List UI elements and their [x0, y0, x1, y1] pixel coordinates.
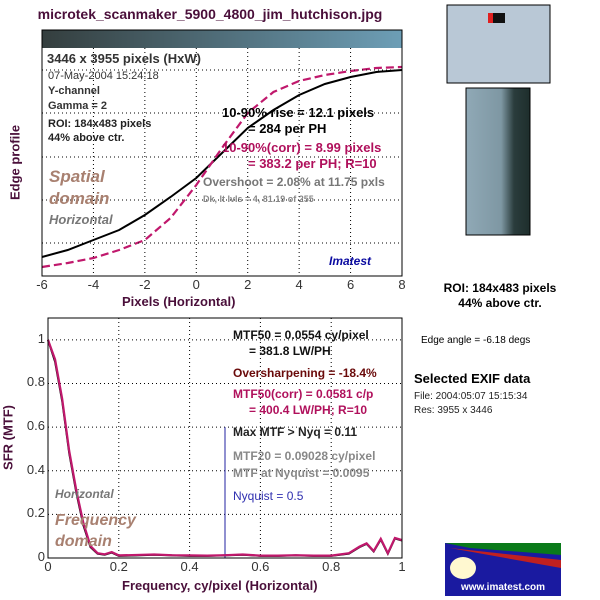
exif-title: Selected EXIF data	[414, 371, 531, 386]
y-tick-label: 1	[37, 330, 45, 346]
mtf50-text: MTF50 = 0.0554 cy/pixel	[233, 328, 369, 342]
y-tick-label: 0.2	[26, 505, 45, 521]
x-tick-label: 0	[44, 559, 52, 574]
edge-gradient-bar	[42, 30, 402, 48]
exif-res: Res: 3955 x 3446	[414, 405, 493, 416]
y-tick-label: 0	[37, 549, 45, 564]
series-edge	[41, 69, 403, 258]
image-size: 3446 x 3955 pixels (HxW)	[47, 51, 201, 66]
rise-corr-per-ph: = 383.2 per PH; R=10	[248, 156, 377, 171]
thumbnail-block	[493, 13, 505, 23]
mtf-domain-label: domain	[55, 533, 112, 550]
rise-corr-text: 10-90%(corr) = 8.99 pixels	[222, 140, 382, 155]
rise-text: 10-90% rise = 12.1 pixels	[222, 105, 375, 120]
mtf-nyquist-text: MTF at Nyquist = 0.0095	[233, 466, 370, 480]
series-MTF-corrected	[46, 339, 403, 557]
edge-y-label: Edge profile	[7, 124, 23, 201]
roi-caption: ROI: 184x483 pixels	[443, 281, 557, 295]
roi-marker	[488, 13, 493, 23]
mtf-y-label: SFR (MTF)	[0, 404, 16, 470]
x-tick-label: -2	[139, 277, 151, 292]
x-tick-label: 8	[398, 277, 406, 292]
edge-plot-frame	[41, 29, 403, 277]
x-tick-label: 6	[346, 277, 355, 292]
x-tick-label: 1	[398, 559, 406, 574]
x-tick-label: 0.6	[251, 559, 270, 574]
imatest-brand: Imatest	[329, 254, 372, 268]
edge-x-label: Pixels (Horizontal)	[122, 294, 236, 309]
mtf50-corr-text: MTF50(corr) = 0.0581 c/p	[233, 387, 374, 401]
direction-label: Horizontal	[49, 212, 113, 227]
logo-stripe-green	[445, 543, 561, 555]
exif-file: File: 2004:05:07 15:15:34	[414, 391, 528, 402]
x-tick-label: 0.2	[109, 559, 128, 574]
logo-stripe-red	[450, 548, 561, 568]
x-tick-label: -6	[36, 277, 48, 292]
logo-sun	[450, 557, 476, 579]
mtf50-lwph: = 381.8 LW/PH	[249, 344, 331, 358]
spatial-label: Spatial	[49, 167, 105, 186]
x-tick-label: 0	[192, 277, 200, 292]
frequency-label: Frequency	[55, 512, 136, 529]
mtf-plot-frame	[47, 317, 403, 559]
y-tick-label: 0.8	[26, 374, 45, 390]
roi-info: ROI: 184x483 pixels	[48, 118, 152, 130]
mtf20-text: MTF20 = 0.09028 cy/pixel	[233, 449, 376, 463]
series-edge-corrected	[41, 65, 403, 269]
x-tick-label: 0.8	[322, 559, 341, 574]
levels-text: Dk, lt lvls = 4, 81.19 of 255	[203, 194, 314, 204]
figure-title: microtek_scanmaker_5900_4800_jim_hutchis…	[37, 6, 383, 22]
x-tick-label: -4	[87, 277, 100, 292]
timestamp: 07-May-2004 15:24:18	[48, 70, 159, 82]
y-tick-label: 0.4	[26, 461, 45, 477]
edge-angle: Edge angle = -6.18 degs	[421, 335, 531, 346]
gamma: Gamma = 2	[48, 100, 108, 112]
mtf50-corr-lwph: = 400.4 LW/PH; R=10	[249, 403, 368, 417]
domain-label: domain	[49, 189, 110, 208]
x-tick-label: 2	[244, 277, 252, 292]
x-tick-label: 0.4	[180, 559, 199, 574]
roi-image	[465, 87, 531, 236]
max-mtf-text: Max MTF > Nyq = 0.11	[233, 425, 358, 439]
mtf-x-label: Frequency, cy/pixel (Horizontal)	[122, 578, 318, 593]
rise-per-ph: = 284 per PH	[248, 121, 327, 136]
channel: Y-channel	[48, 85, 100, 97]
y-tick-label: 0.6	[26, 418, 45, 434]
nyquist-text: Nyquist = 0.5	[233, 489, 304, 503]
roi-position-caption: 44% above ctr.	[458, 296, 542, 310]
logo-text: www.imatest.com	[460, 582, 546, 593]
mtf-direction-label: Horizontal	[55, 487, 114, 501]
overshoot-text: Overshoot = 2.08% at 11.75 pxls	[203, 175, 385, 189]
oversharpening-text: Oversharpening = -18.4%	[233, 366, 377, 380]
roi-position: 44% above ctr.	[48, 132, 125, 144]
x-tick-label: 4	[295, 277, 303, 292]
